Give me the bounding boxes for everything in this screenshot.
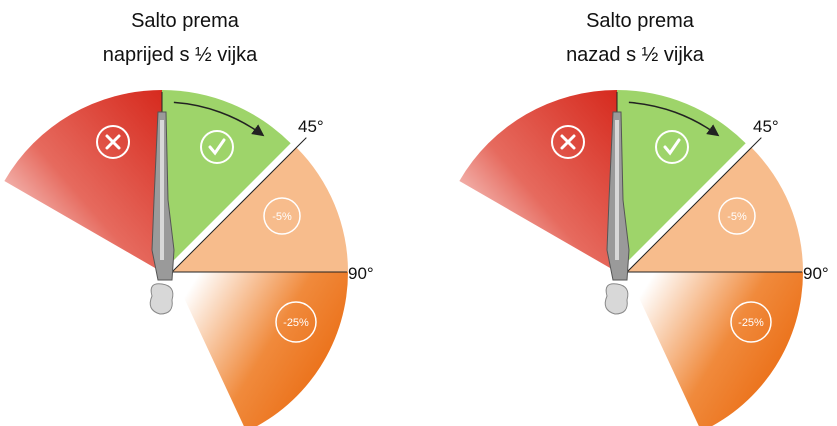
title-line: Salto prema: [586, 10, 695, 32]
red-zone: [4, 90, 162, 272]
title-line: naprijed s ½ vijka: [103, 44, 258, 66]
dark-orange-zone: [627, 272, 803, 426]
zone-label: -25%: [738, 317, 764, 329]
dark-orange-zone: [172, 272, 348, 426]
panel: Salto prema nazad s ½ vijka 45° 90° -5% -25%: [459, 10, 828, 426]
title-line: nazad s ½ vijka: [566, 44, 705, 66]
title-line: Salto prema: [131, 10, 240, 32]
zone-label: -25%: [283, 317, 309, 329]
gymnast-head: [605, 284, 628, 314]
gymnast-leg: [160, 120, 164, 260]
zone-label: -5%: [272, 211, 292, 223]
diagram: Salto prema naprijed s ½ vijka 45° 90° -5% -2…: [0, 0, 837, 426]
gymnast-head: [150, 284, 173, 314]
angle-label: 90°: [348, 264, 374, 283]
red-zone: [459, 90, 617, 272]
angle-label: 45°: [298, 117, 324, 136]
gymnast-leg: [615, 120, 619, 260]
panel: Salto prema naprijed s ½ vijka 45° 90° -5% -2…: [4, 10, 373, 426]
angle-label: 45°: [753, 117, 779, 136]
angle-label: 90°: [803, 264, 829, 283]
zone-label: -5%: [727, 211, 747, 223]
